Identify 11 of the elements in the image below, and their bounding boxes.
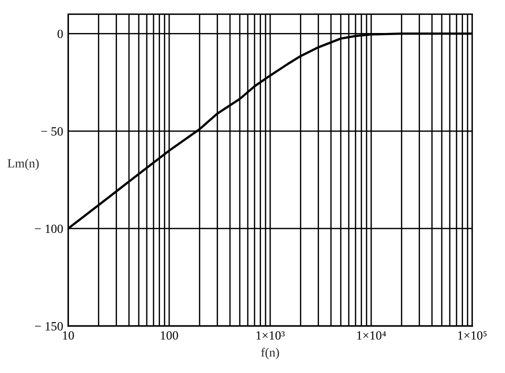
y-tick-label: 0 (58, 30, 63, 38)
x-tick-label: 100 (160, 331, 178, 340)
x-tick-label: 1×10⁵ (458, 331, 487, 340)
y-tick-label: − 150 (35, 322, 63, 330)
x-tick-label: 10 (63, 331, 74, 340)
x-tick-label: 1×10⁴ (357, 331, 386, 340)
y-axis-title: Lm(n) (8, 158, 39, 170)
y-tick-label: − 100 (35, 224, 63, 234)
y-tick-label: − 50 (41, 127, 63, 136)
x-axis-title: f(n) (261, 348, 279, 360)
x-tick-label: 1×10³ (256, 331, 285, 340)
